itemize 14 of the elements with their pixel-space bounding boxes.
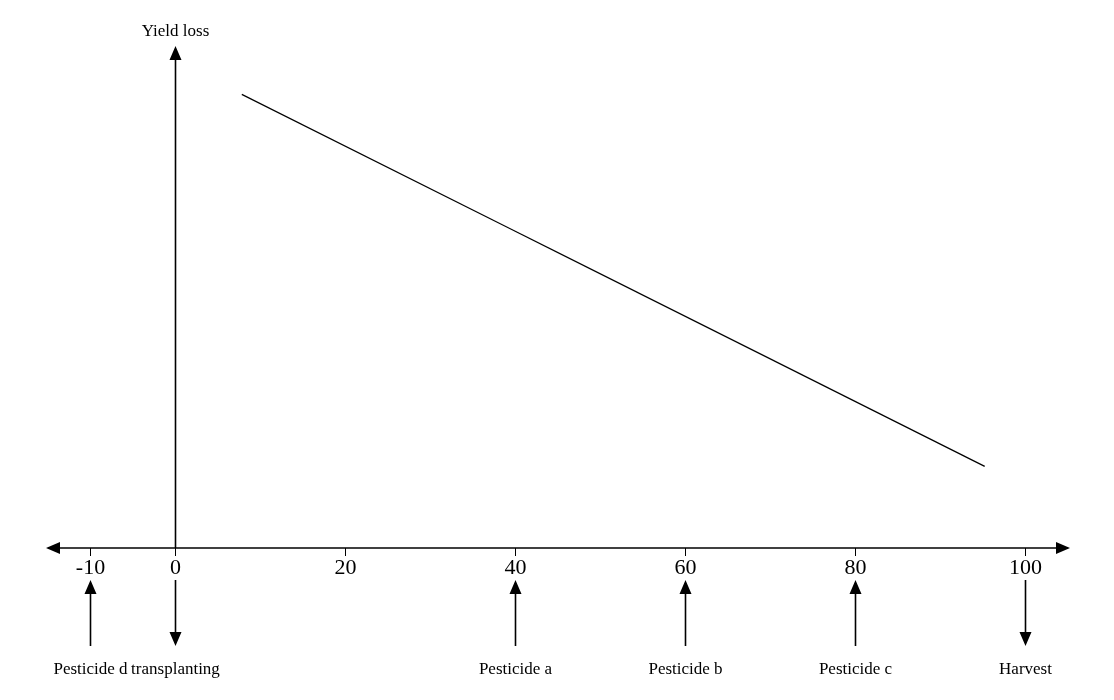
x-tick-label: 80 [844,553,867,579]
x-tick-label: 100 [1009,553,1042,579]
x-tick-label: 60 [674,553,697,579]
text: Pesticide a [478,659,553,678]
x-tick-label: 0 [170,553,181,579]
x-tick-label: 20 [334,553,357,579]
y-axis-title: Yield loss [141,21,210,40]
x-tick-label: -10 [75,553,106,579]
x-tick-label: 40 [504,553,527,579]
text: transplanting [131,659,221,678]
text: Pesticide b [648,659,723,678]
text: Pesticide c [818,659,893,678]
text: Pesticide d [53,659,129,678]
text: Harvest [999,659,1053,678]
